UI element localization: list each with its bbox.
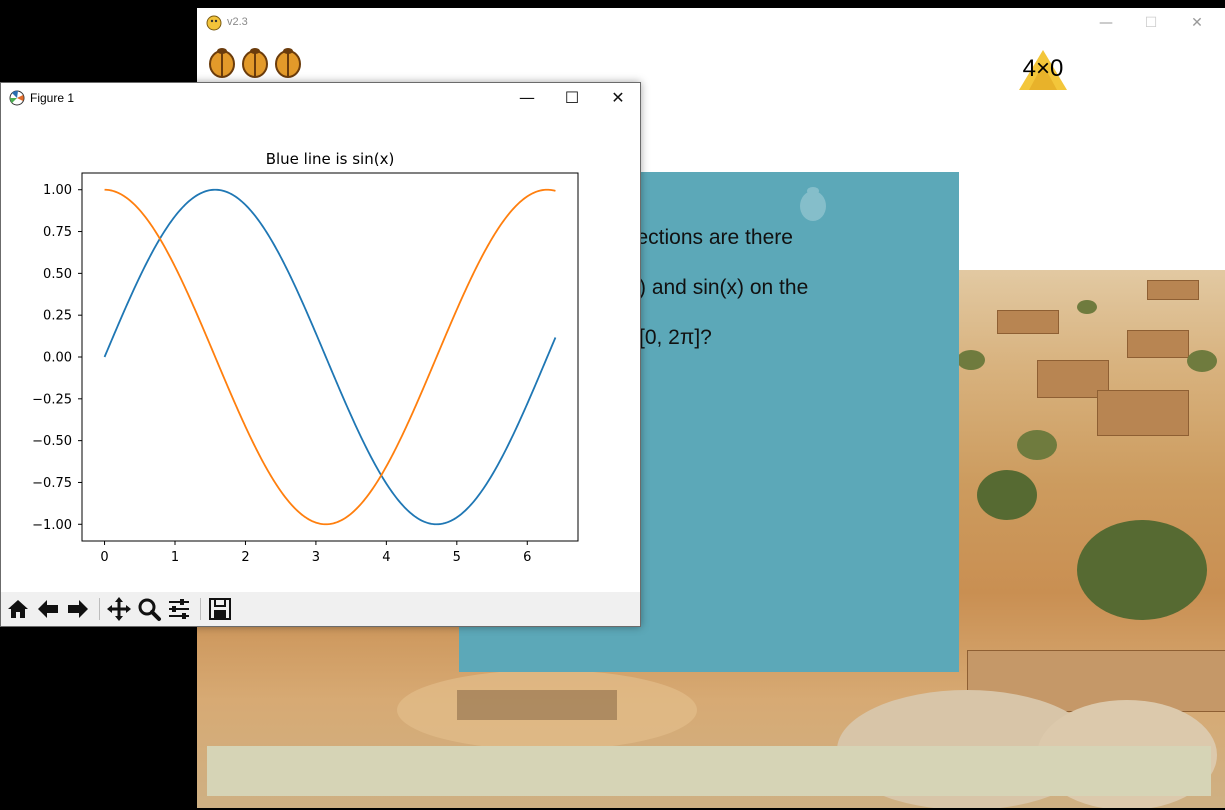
cos-series-line — [104, 188, 556, 526]
triangle-icon — [1019, 50, 1067, 90]
x-tick-label: 1 — [171, 550, 179, 565]
y-tick-label: −0.75 — [32, 476, 72, 491]
y-tick-label: −0.25 — [32, 392, 72, 407]
matplotlib-icon — [9, 90, 25, 106]
forward-icon[interactable] — [65, 596, 91, 622]
y-tick-label: −1.00 — [32, 518, 72, 533]
navigation-toolbar — [1, 592, 640, 626]
figure-title: Figure 1 — [30, 91, 75, 105]
maximize-button[interactable]: ☐ — [1144, 15, 1158, 31]
lives-indicator — [209, 48, 301, 78]
question-line-2: ) and sin(x) on the — [639, 276, 809, 299]
toolbar-separator — [99, 598, 100, 620]
toolbar-separator — [200, 598, 201, 620]
sin-series-line — [103, 188, 557, 526]
answer-input[interactable] — [207, 746, 1211, 796]
plot-canvas[interactable]: Blue line is sin(x) 0 1 2 3 4 5 6 1.00 0.75 0.50 0.… — [1, 113, 640, 593]
game-title: v2.3 — [227, 16, 248, 28]
x-tick-label: 4 — [382, 550, 390, 565]
python-icon — [206, 15, 222, 31]
minimize-button[interactable]: — — [519, 88, 535, 107]
configure-icon[interactable] — [166, 596, 192, 622]
score-badge: 4×0 — [1019, 50, 1067, 90]
beetle-icon — [275, 48, 301, 78]
y-tick-label: 0.00 — [43, 351, 72, 366]
zoom-icon[interactable] — [136, 596, 162, 622]
back-icon[interactable] — [35, 596, 61, 622]
y-tick-label: −0.50 — [32, 434, 72, 449]
close-button[interactable]: ✕ — [1191, 15, 1203, 31]
x-tick-label: 2 — [241, 550, 249, 565]
y-tick-label: 0.25 — [43, 309, 72, 324]
chart-title: Blue line is sin(x) — [266, 150, 395, 168]
home-icon[interactable] — [5, 596, 31, 622]
x-tick-label: 5 — [453, 550, 461, 565]
x-tick-label: 0 — [100, 550, 108, 565]
maximize-button[interactable]: ☐ — [564, 88, 580, 107]
game-titlebar[interactable]: v2.3 — ☐ ✕ — [197, 8, 1225, 38]
score-text: 4×0 — [1022, 55, 1064, 82]
y-tick-label: 0.50 — [43, 267, 72, 282]
close-button[interactable]: ✕ — [611, 88, 625, 107]
beetle-icon — [242, 48, 268, 78]
y-tick-label: 0.75 — [43, 225, 72, 240]
minimize-button[interactable]: — — [1099, 15, 1113, 31]
question-line-1: rsections are there — [619, 226, 793, 249]
beetle-icon — [209, 48, 235, 78]
beetle-watermark-icon — [800, 187, 826, 221]
x-tick-label: 3 — [312, 550, 320, 565]
question-line-3: [0, 2π]? — [639, 326, 712, 349]
save-icon[interactable] — [207, 596, 233, 622]
axes-frame — [81, 172, 579, 542]
figure-window: Figure 1 — ☐ ✕ Blue line is sin(x) 0 1 2 3 4 5… — [0, 82, 641, 627]
figure-titlebar[interactable]: Figure 1 — ☐ ✕ — [1, 83, 640, 113]
x-tick-label: 6 — [523, 550, 531, 565]
y-tick-label: 1.00 — [43, 183, 72, 198]
pan-icon[interactable] — [106, 596, 132, 622]
